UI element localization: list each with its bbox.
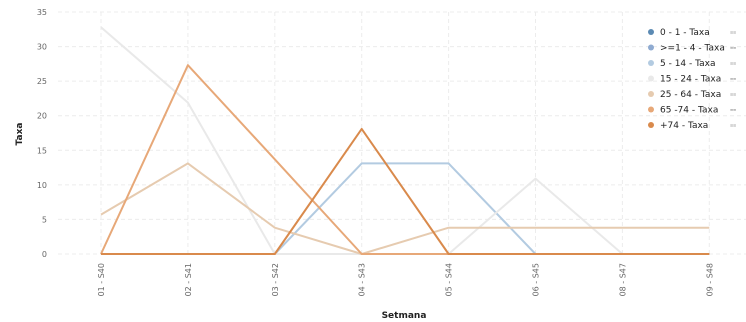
y-tick-label: 30 <box>37 43 47 52</box>
y-axis-title: Taxa <box>15 123 25 146</box>
legend-menu-icon[interactable]: ≡≡ <box>730 77 736 83</box>
x-tick-label: 02 - S41 <box>184 263 193 296</box>
x-tick-label: 04 - S43 <box>358 263 367 296</box>
legend-swatch <box>648 29 654 35</box>
y-tick-label: 0 <box>42 250 47 259</box>
legend-label: 25 - 64 - Taxa <box>660 90 721 100</box>
x-axis-title: Setmana <box>382 311 427 321</box>
y-tick-label: 15 <box>37 146 47 155</box>
series-line <box>101 127 710 255</box>
legend-swatch <box>648 106 654 113</box>
legend-swatch <box>648 91 654 97</box>
y-tick-label: 5 <box>42 215 47 224</box>
y-axis-ticks: 0 5 10 15 20 25 30 35 <box>37 8 47 259</box>
legend-menu-icon[interactable]: ≡≡ <box>730 46 736 52</box>
y-tick-label: 35 <box>37 8 47 17</box>
legend-swatch <box>648 60 654 66</box>
legend-menu-icon[interactable]: ≡≡ <box>730 123 736 129</box>
x-tick-label: 01 - S40 <box>97 263 106 296</box>
legend-label: 15 - 24 - Taxa <box>660 75 721 85</box>
x-tick-label: 06 - S45 <box>532 263 541 296</box>
x-tick-label: 08 - S47 <box>618 263 627 296</box>
y-tick-label: 25 <box>37 77 47 86</box>
legend-swatch <box>648 75 654 82</box>
legend-menu-icon[interactable]: ≡≡ <box>730 30 736 36</box>
legend-label: 5 - 14 - Taxa <box>660 59 715 69</box>
legend-swatch <box>648 44 654 51</box>
legend-menu-icon[interactable]: ≡≡ <box>730 92 736 98</box>
x-axis-ticks: 01 - S40 02 - S41 03 - S42 04 - S43 05 - S44… <box>97 263 714 296</box>
y-tick-label: 20 <box>37 112 47 121</box>
grid-lines <box>58 11 746 255</box>
legend-swatch <box>648 122 654 128</box>
legend-menu-icon[interactable]: ≡≡ <box>730 61 736 67</box>
x-tick-label: 09 - S48 <box>705 263 714 296</box>
series-line <box>100 26 710 255</box>
x-tick-label: 05 - S44 <box>445 263 454 296</box>
legend-label: +74 - Taxa <box>660 121 708 131</box>
series-lines <box>100 26 710 255</box>
x-tick-label: 03 - S42 <box>271 263 280 296</box>
legend-label: 0 - 1 - Taxa <box>660 28 710 38</box>
legend: 0 - 1 - Taxa ≡≡ >=1 - 4 - Taxa ≡≡ 5 - 14 - T… <box>648 28 736 131</box>
y-tick-label: 10 <box>37 181 47 190</box>
series-line <box>100 64 710 255</box>
legend-label: >=1 - 4 - Taxa <box>660 44 725 54</box>
legend-label: 65 -74 - Taxa <box>660 106 718 116</box>
series-line <box>100 162 710 255</box>
legend-menu-icon[interactable]: ≡≡ <box>730 108 736 114</box>
